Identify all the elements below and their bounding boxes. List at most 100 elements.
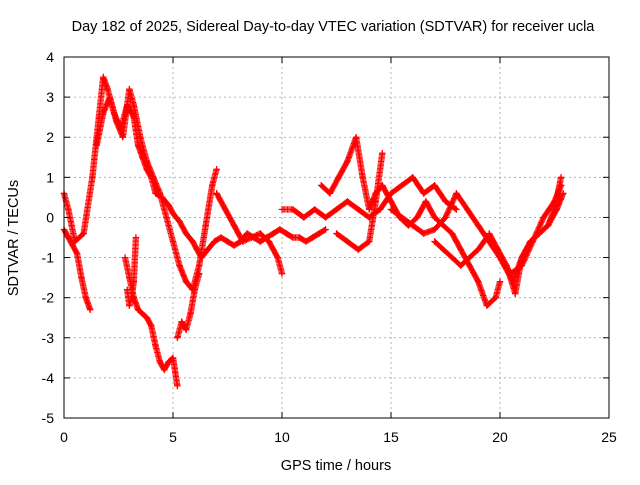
data-point (300, 214, 307, 221)
data-point (464, 206, 471, 213)
data-point (230, 222, 238, 229)
data-point (527, 238, 534, 245)
data-point (209, 182, 216, 189)
data-point (398, 182, 406, 189)
data-point (344, 158, 351, 165)
data-point (322, 214, 329, 221)
data-point (86, 306, 94, 313)
data-point (195, 262, 203, 269)
y-tick-label: 1 (46, 169, 54, 185)
data-point (163, 214, 170, 221)
data-point (71, 238, 79, 245)
data-point (503, 262, 510, 269)
y-tick-label: -5 (42, 410, 55, 426)
data-point (494, 246, 502, 253)
data-point (333, 230, 340, 237)
data-point (431, 226, 438, 233)
data-point (130, 101, 137, 109)
data-point (169, 210, 177, 217)
data-point (156, 358, 164, 366)
y-tick-label: -1 (42, 250, 55, 266)
data-point (89, 174, 96, 181)
y-tick-label: -4 (42, 370, 55, 386)
data-point (217, 234, 225, 241)
data-point (182, 326, 190, 333)
data-point (178, 318, 185, 325)
data-point (274, 254, 281, 261)
data-point (165, 358, 172, 366)
data-point (311, 206, 318, 213)
data-point (182, 278, 190, 285)
data-point (485, 230, 493, 237)
data-point (119, 134, 127, 141)
data-point (315, 230, 323, 237)
data-point (379, 150, 386, 157)
data-point (182, 230, 190, 237)
x-tick-label: 10 (274, 429, 290, 445)
data-point (560, 190, 567, 197)
data-point (187, 310, 194, 317)
y-axis-label: SDTVAR / TECUs (6, 180, 22, 296)
data-point (483, 234, 491, 241)
data-point (431, 214, 438, 221)
data-point (211, 238, 218, 245)
data-point (132, 234, 140, 241)
data-point (174, 334, 181, 341)
data-point (457, 246, 464, 253)
data-point (78, 274, 85, 281)
data-point (420, 190, 427, 197)
data-point (344, 198, 351, 205)
data-point (309, 234, 316, 241)
data-point (174, 382, 181, 390)
data-point (466, 254, 473, 261)
series-track-6 (174, 270, 203, 341)
data-point (453, 206, 460, 213)
data-point (82, 294, 89, 301)
chart-title: Day 182 of 2025, Sidereal Day-to-day VTE… (72, 19, 596, 35)
data-point (195, 270, 203, 277)
data-point (224, 238, 231, 245)
data-point (540, 214, 547, 221)
data-point (475, 278, 482, 285)
data-point (557, 174, 565, 181)
data-point (448, 230, 456, 237)
data-point (150, 174, 157, 181)
data-point (243, 230, 251, 237)
data-point (176, 218, 183, 225)
data-point (475, 246, 482, 253)
data-point (113, 117, 120, 125)
y-tick-label: -2 (42, 290, 55, 306)
data-point (265, 238, 273, 245)
data-point (431, 182, 438, 189)
data-point (355, 206, 362, 213)
data-point (448, 254, 456, 261)
data-point (73, 250, 81, 257)
data-point (148, 322, 155, 329)
data-point (222, 206, 229, 213)
data-point (483, 302, 491, 309)
x-tick-label: 5 (169, 429, 177, 445)
data-point (431, 238, 438, 245)
tick-layer: -5 -4 -3 -2 -1 0 1 2 3 4 0 5 10 15 20 25 (42, 49, 617, 445)
data-point (289, 206, 297, 213)
series-track-10 (333, 150, 386, 253)
data-point (440, 246, 447, 253)
data-point (344, 238, 351, 245)
y-tick-label: 4 (46, 49, 54, 65)
data-point (492, 294, 499, 301)
data-point (126, 302, 133, 309)
data-point (302, 238, 310, 245)
data-point (176, 262, 183, 269)
data-point (130, 278, 137, 285)
series-track-7 (213, 190, 286, 277)
data-point (230, 242, 238, 249)
data-point (333, 206, 340, 213)
data-point (318, 182, 325, 189)
data-point (204, 246, 212, 253)
data-point (65, 206, 72, 213)
data-point (124, 286, 131, 293)
data-point (100, 109, 107, 117)
data-point (551, 206, 558, 213)
data-point (387, 198, 395, 205)
